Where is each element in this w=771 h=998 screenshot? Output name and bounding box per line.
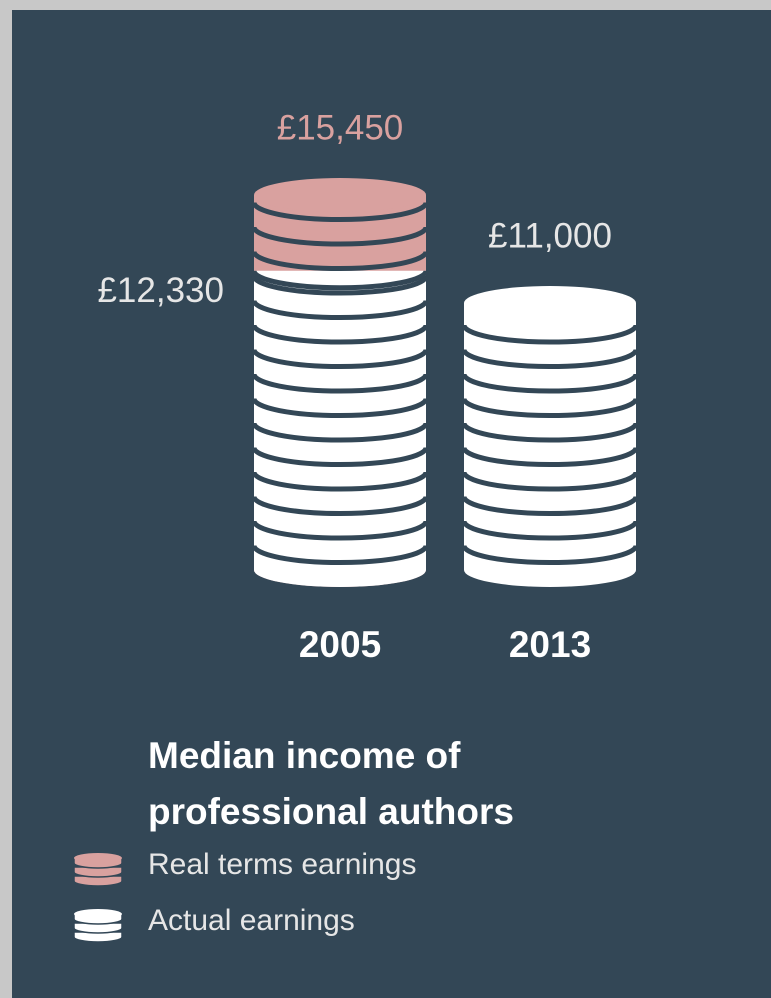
coin-edge [461,422,639,443]
coin-edge [461,348,639,369]
coin-edge [251,422,429,443]
coin-top [464,286,636,321]
coin-edge [251,324,429,345]
coin-top [254,178,426,212]
coin-edge [251,495,429,516]
x-tick-label: 2013 [509,624,591,665]
value-label: £12,330 [97,271,224,310]
coin-stack [254,270,426,587]
coin-edge [251,520,429,541]
coin-edge [251,348,429,369]
coin-edge [251,544,429,565]
legend-swatch [74,853,122,863]
coin-edge [461,544,639,565]
value-label: £15,450 [277,108,404,147]
coin-edge [461,471,639,492]
coin-edge [251,471,429,492]
coin-edge [461,520,639,541]
legend-label: Actual earnings [148,904,355,937]
coin-edge [251,250,429,271]
coin-edge [461,495,639,516]
coin-edge [461,373,639,394]
coin-edge [251,270,429,291]
legend-label: Real terms earnings [148,848,416,881]
legend-swatch [73,931,123,943]
coin-stack [464,303,636,587]
coin-edge [251,299,429,320]
legend-swatch [73,875,123,887]
coin-edge [461,446,639,467]
coin-edge [461,397,639,418]
coin-edge [251,397,429,418]
value-label: £11,000 [488,216,612,255]
coin-edge [251,446,429,467]
coin-edge [251,226,429,247]
legend-swatch [73,922,123,934]
coin-edge [251,275,429,296]
legend-swatch [73,866,123,878]
legend-swatch [74,909,122,919]
coin-edge [251,373,429,394]
x-tick-label: 2005 [299,624,381,665]
coin-edge [461,324,639,345]
coin-edge [251,201,429,222]
chart-title: Median income of professional authors [148,735,514,832]
